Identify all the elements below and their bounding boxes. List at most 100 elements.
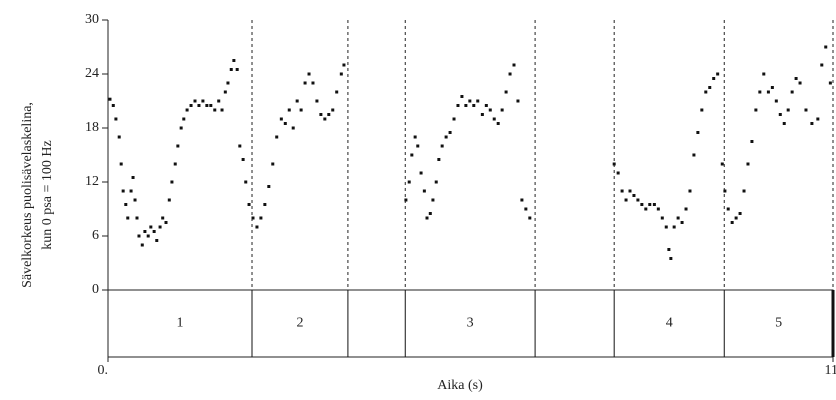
pitch-point [201,99,205,103]
pitch-point [319,113,323,116]
pitch-point [342,63,346,67]
pitch-point [632,194,636,197]
y-tick-label: 6 [92,228,99,243]
pitch-point [716,72,720,76]
pitch-point [419,171,423,175]
pitch-point [117,135,121,139]
pitch-point [287,108,291,112]
pitch-point [782,122,786,125]
pitch-point [750,140,754,143]
pitch-point [404,198,408,202]
pitch-point [440,144,444,148]
pitch-point [152,230,156,233]
pitch-point [652,203,656,206]
pitch-point [508,72,512,76]
pitch-point [612,162,616,166]
segment-label: 4 [666,316,673,331]
pitch-point [742,189,746,193]
pitch-point [524,207,528,211]
pitch-point [179,126,183,130]
x-tick-label: 0. [98,363,109,378]
pitch-point [209,104,213,107]
pitch-point [667,248,671,251]
pitch-point [448,131,452,134]
pitch-point [437,158,441,161]
pitch-point [327,113,331,116]
pitch-point [624,198,628,202]
pitch-point [754,108,758,112]
pitch-point [428,212,432,215]
pitch-point [708,86,712,89]
pitch-point [444,135,448,139]
pitch-point [644,207,648,211]
pitch-point [167,198,171,202]
pitch-point [238,144,242,148]
segment-label: 1 [177,316,184,331]
pitch-point [628,189,632,193]
pitch-point [205,104,209,107]
pitch-point [726,207,730,211]
pitch-point [241,158,245,161]
x-tick-label: 11. [825,363,836,378]
pitch-point [407,180,411,184]
pitch-point [129,189,133,193]
pitch-point [696,131,700,134]
pitch-point [730,221,734,224]
pitch-point [820,63,824,67]
pitch-point [636,198,640,202]
pitch-point [251,216,255,220]
pitch-point [504,90,508,94]
pitch-point [185,108,189,112]
pitch-point [307,72,311,76]
pitch-point [656,207,660,211]
y-tick-label: 24 [85,66,99,81]
pitch-point [700,108,704,112]
pitch-point [422,189,426,193]
pitch-point [488,108,492,112]
pitch-point [143,230,147,233]
pitch-point [770,86,774,89]
pitch-point [232,59,236,62]
pitch-point [786,108,790,112]
pitch-point [520,198,524,202]
pitch-point [500,108,504,112]
pitch-point [828,81,832,85]
pitch-point [213,108,217,112]
pitch-point [114,117,118,121]
pitch-point [164,221,168,224]
pitch-point [173,162,177,166]
pitch-point [255,225,259,229]
pitch-point [738,212,742,215]
pitch-point [684,207,688,211]
pitch-point [676,216,680,220]
pitch-point [672,225,676,229]
pitch-point [135,216,139,220]
pitch-point [193,99,197,103]
pitch-point [452,117,456,121]
pitch-point [720,162,724,166]
pitch-point [111,104,115,107]
pitch-point [271,162,275,166]
y-tick-label: 12 [85,174,99,189]
pitch-point [669,257,673,260]
pitch-point [220,108,224,112]
pitch-point [291,126,295,130]
pitch-point [434,180,438,184]
pitch-point [431,198,435,202]
pitch-point [279,117,283,121]
pitch-point [804,108,808,112]
pitch-point [640,203,644,206]
pitch-point [311,81,315,85]
pitch-point [704,90,708,94]
pitch-point [496,122,500,125]
pitch-point [723,189,727,193]
pitch-point [247,203,251,206]
pitch-point [516,99,520,103]
pitch-point [263,203,267,206]
pitch-point [692,153,696,157]
pitch-point [758,90,762,94]
pitch-point [464,104,468,107]
pitch-point [746,162,750,166]
pitch-point [480,113,484,116]
pitch-point [137,234,141,238]
